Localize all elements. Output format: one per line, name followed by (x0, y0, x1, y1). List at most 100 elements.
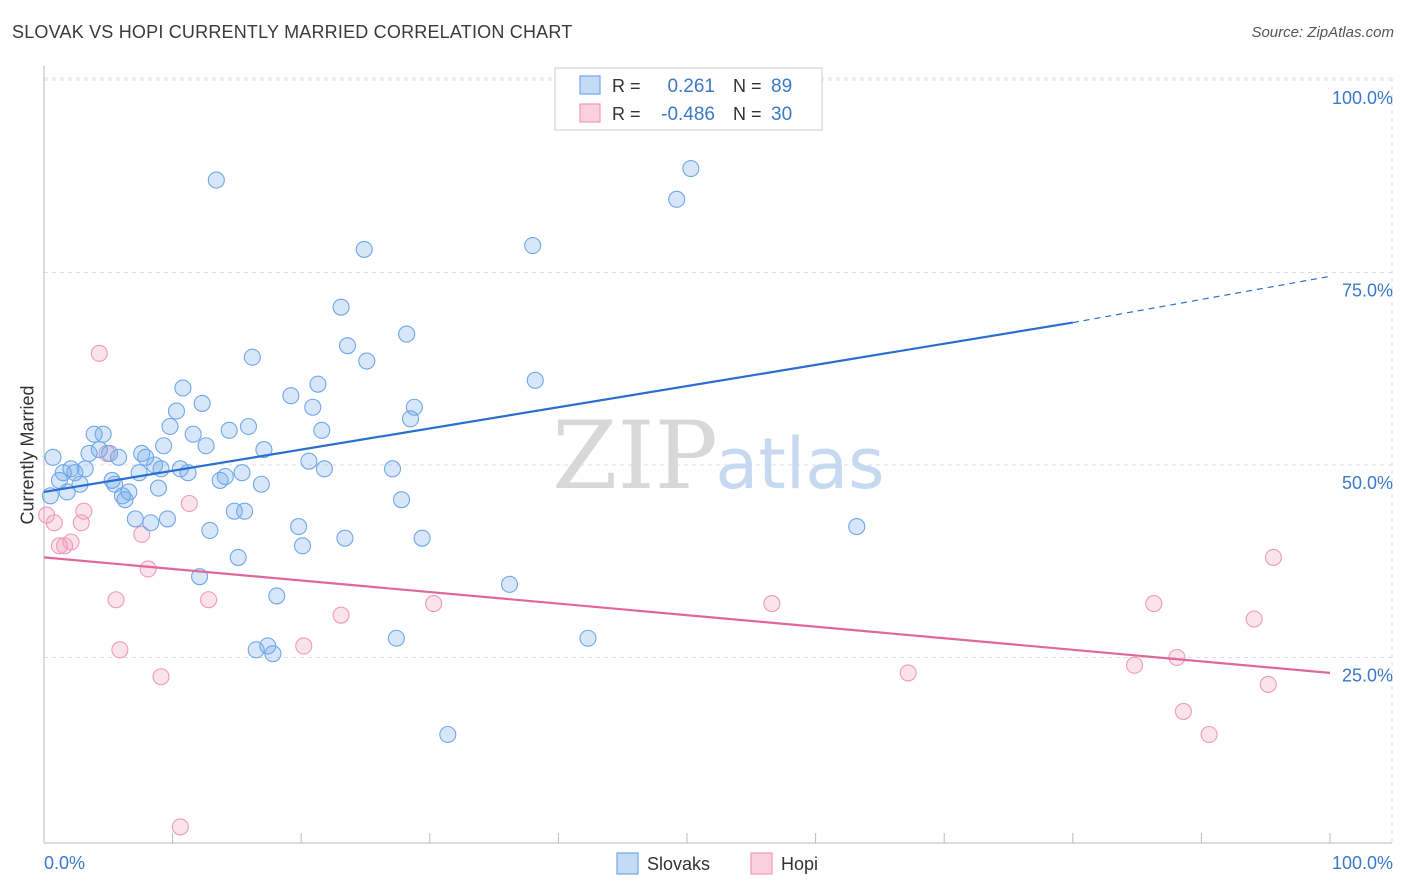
hopi-point (899, 664, 917, 682)
series-legend: Slovaks Hopi (616, 852, 818, 875)
hopi-point (332, 606, 350, 624)
hopi-point (200, 591, 218, 609)
slovak-point (332, 298, 350, 316)
slovak-point (44, 448, 62, 466)
slovak-n-label: N = (733, 76, 762, 96)
hopi-n-value: 30 (771, 104, 792, 125)
slovak-point (174, 379, 192, 397)
x-tick-label: 0.0% (44, 853, 85, 873)
hopi-point (1259, 675, 1277, 694)
slovak-point (142, 514, 160, 532)
y-tick-label: 100.0% (1332, 88, 1393, 108)
slovak-point (293, 537, 312, 555)
stats-legend: R = 0.261 N = 89 R = -0.486 N = 30 (554, 67, 823, 131)
slovak-point (355, 240, 373, 258)
slovak-point (236, 502, 254, 520)
slovak-point (336, 529, 354, 547)
slovak-point (161, 417, 179, 436)
slovak-point (229, 548, 247, 566)
legend-hopi-label: Hopi (781, 854, 818, 874)
slovak-r-value: 0.261 (667, 76, 715, 97)
hopi-point (139, 560, 157, 578)
y-tick-label: 25.0% (1342, 666, 1393, 686)
slovak-point (252, 475, 270, 493)
slovak-point (239, 417, 258, 436)
hopi-point (171, 818, 189, 836)
slovak-point (668, 190, 686, 208)
hopi-point (111, 641, 129, 659)
y-tick-label: 50.0% (1342, 473, 1393, 493)
slovak-point (309, 375, 327, 393)
hopi-trend-line (43, 556, 1331, 674)
legend-slovaks-swatch (616, 852, 639, 875)
slovak-trend-extension (1072, 275, 1331, 324)
slovak-point (338, 337, 357, 355)
slovak-point (54, 464, 72, 482)
slovak-point (500, 575, 519, 593)
slovak-point (264, 645, 282, 663)
chart-title: SLOVAK VS HOPI CURRENTLY MARRIED CORRELA… (12, 22, 573, 42)
hopi-point (1264, 548, 1282, 566)
slovak-r-label: R = (612, 76, 641, 96)
slovak-point (233, 464, 251, 482)
slovak-point (149, 479, 168, 497)
trend-lines (43, 275, 1331, 674)
hopi-n-label: N = (733, 104, 762, 124)
hopi-point (180, 494, 198, 513)
watermark-zip: ZIP (552, 402, 718, 511)
watermark-atlas: atlas (715, 423, 884, 505)
slovak-point (526, 371, 544, 389)
slovak-point (300, 452, 318, 470)
slovak-point (579, 629, 597, 647)
hopi-point (45, 514, 63, 532)
slovak-point (220, 421, 238, 439)
slovak-point (682, 160, 700, 178)
hopi-point (295, 637, 313, 655)
slovak-point (290, 518, 308, 536)
hopi-point (1168, 648, 1186, 667)
hopi-point (75, 502, 93, 520)
slovak-point (268, 587, 286, 605)
slovak-point (120, 483, 138, 501)
source-label: Source: ZipAtlas.com (1251, 24, 1394, 41)
hopi-point (152, 668, 170, 686)
slovak-point (524, 237, 542, 255)
slovak-point (387, 629, 405, 647)
hopi-point (1245, 610, 1263, 628)
legend-hopi-swatch (750, 852, 773, 875)
slovak-point (313, 421, 331, 439)
y-tick-label: 75.0% (1342, 281, 1393, 301)
slovak-point (358, 352, 376, 370)
hopi-point (90, 344, 108, 362)
hopi-point (62, 533, 80, 551)
axes (43, 66, 1392, 844)
slovak-point (167, 402, 186, 420)
slovak-point (207, 171, 225, 189)
slovak-points (41, 71, 866, 744)
slovak-trend-line (43, 321, 1073, 494)
slovak-point (101, 444, 119, 463)
slovak-point (76, 460, 94, 478)
tick-labels: 25.0% 50.0% 75.0% 100.0% 0.0% 100.0% (44, 88, 1393, 873)
slovak-point (94, 425, 112, 443)
slovak-point (413, 529, 431, 547)
slovak-point (85, 425, 103, 443)
slovak-point (216, 467, 234, 486)
slovak-point (116, 491, 134, 509)
slovak-point (155, 437, 173, 455)
hopi-point (1174, 702, 1192, 720)
hopi-point (107, 591, 125, 609)
slovak-point (315, 460, 333, 478)
slovak-point (158, 510, 177, 528)
slovak-swatch (579, 75, 601, 95)
slovak-point (383, 460, 402, 478)
hopi-point (133, 525, 151, 543)
slovak-point (405, 398, 423, 416)
slovak-n-value: 89 (771, 76, 792, 97)
slovak-point (225, 502, 243, 520)
slovak-point (255, 441, 273, 459)
hopi-point (1200, 725, 1218, 744)
legend-slovaks-label: Slovaks (647, 854, 710, 874)
hopi-point (1125, 656, 1144, 674)
